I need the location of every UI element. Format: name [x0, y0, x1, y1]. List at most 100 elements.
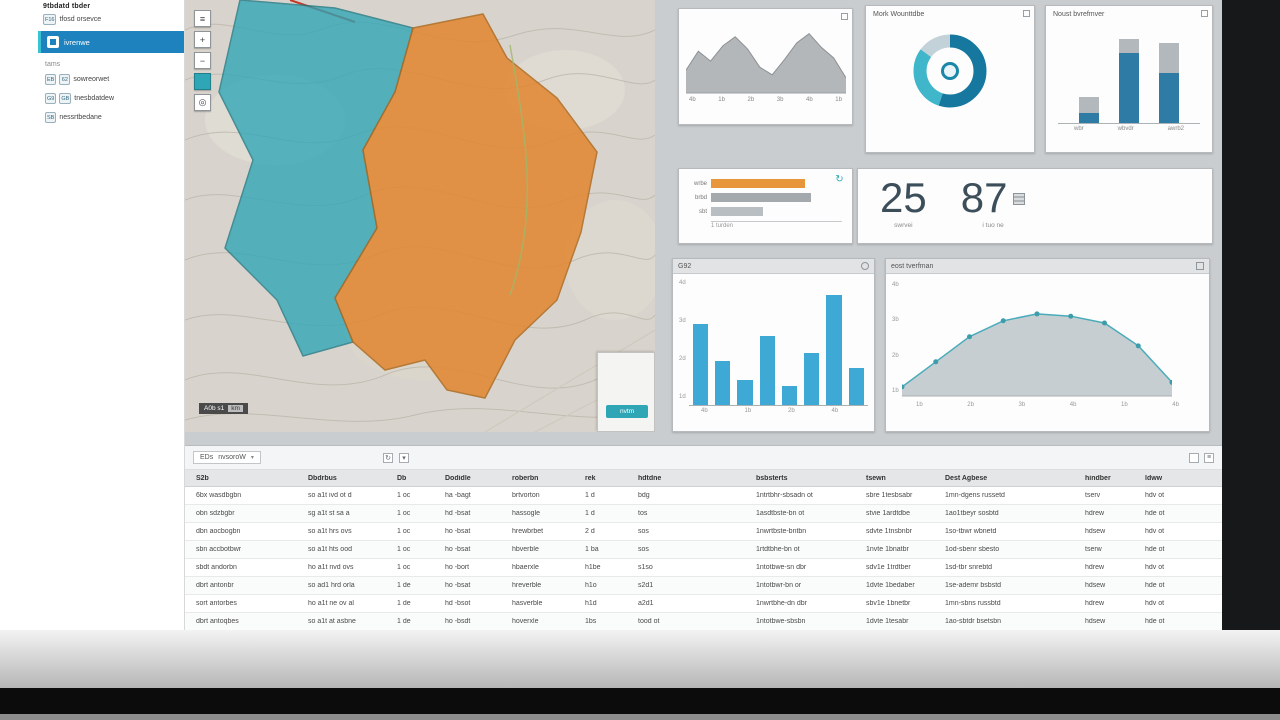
dashboard-icon	[47, 36, 59, 48]
zoom-in-icon[interactable]: +	[194, 31, 211, 48]
kpi-label: i tuo ne	[982, 222, 1004, 229]
sidebar-item-top[interactable]: F16 tfosd orsevce	[38, 11, 184, 28]
column-header[interactable]: bsbsterts	[756, 474, 788, 482]
cell: so a1t at asbne	[308, 618, 356, 625]
cell: sdvte 1tnsbnbr	[866, 528, 912, 535]
menu-icon[interactable]: ≡	[1204, 452, 1214, 463]
table-filter-dropdown[interactable]: EDs nvsoroW ▾	[193, 451, 261, 464]
monitor-base	[0, 714, 1280, 720]
filter-value: nvsoroW	[218, 454, 246, 461]
refresh-icon[interactable]: ↻	[835, 174, 844, 185]
expand-icon[interactable]	[1201, 10, 1208, 17]
column-header[interactable]: S2b	[196, 474, 209, 482]
table-row[interactable]: sort antorbes ho a1t ne ov al 1 de hd -bsot…	[185, 595, 1222, 613]
bar	[714, 361, 731, 405]
cell: ho a1t nvd ovs	[308, 564, 354, 571]
card-title: Mork Wounttdbe	[873, 11, 925, 18]
map-canvas[interactable]: ≡ + − ◎ A0b s1 km nvtm	[185, 0, 655, 432]
item-icon: EB	[45, 74, 57, 85]
axis-label: 4b	[689, 97, 696, 103]
cell: hoverxle	[512, 618, 539, 625]
table-row[interactable]: dbrt antoqbes so a1t at asbne 1 de ho -bsdt…	[185, 613, 1222, 631]
expand-icon[interactable]	[1189, 452, 1199, 463]
kpi-group: 25 swrvei 87 i tuo ne	[858, 169, 1212, 229]
column-header[interactable]: Dest Agbese	[945, 474, 988, 482]
horizontal-bar-chart: wrbe brbd sbt	[679, 169, 852, 216]
cell: hde ot	[1145, 510, 1165, 517]
sidebar-item[interactable]: EB 62 sowreorwet	[38, 70, 184, 89]
line-chart-x-axis: 1b 2b 3b 4b 1b 4b	[886, 400, 1209, 408]
cell: sort antorbes	[196, 600, 237, 607]
axis-label: 4d	[679, 280, 686, 286]
sidebar-item[interactable]: SB nessrtbedane	[38, 108, 184, 127]
table-row[interactable]: sbdt andorbn ho a1t nvd ovs 1 oc ho -bort hb…	[185, 559, 1222, 577]
cell: sbre 1tesbsabr	[866, 492, 913, 499]
table-row[interactable]: sbn accbotbwr so a1t hts ood 1 oc ho -bsat h…	[185, 541, 1222, 559]
folder-icon: F16	[43, 14, 57, 25]
column-header[interactable]: rek	[585, 474, 596, 482]
column-header[interactable]: roberbn	[512, 474, 539, 482]
expand-icon[interactable]	[1196, 262, 1204, 270]
region-polygon-orange[interactable]	[334, 13, 598, 399]
bar-chart-y-axis: 4d 3d 2d 1d	[677, 280, 689, 400]
sidebar-item-selected[interactable]: ivrenwe	[38, 31, 184, 53]
zoom-out-icon[interactable]: −	[194, 52, 211, 69]
cell: 1ntotbwr-bn or	[756, 582, 802, 589]
cell: hassogle	[512, 510, 541, 517]
refresh-icon[interactable]: ↻	[383, 452, 393, 463]
axis-label: 1d	[679, 394, 686, 400]
kpi-value: 87	[960, 174, 1008, 221]
table-row[interactable]: obn sdzbgbr sg a1t st sa a 1 oc hd -bsat has…	[185, 505, 1222, 523]
column-header[interactable]: tsewn	[866, 474, 886, 482]
hbar	[711, 193, 811, 202]
cell: hdv ot	[1145, 492, 1165, 499]
cell: 1 de	[397, 618, 411, 625]
cell: hde ot	[1145, 582, 1165, 589]
cell: s2d1	[638, 582, 654, 589]
cell: hasverble	[512, 600, 543, 607]
expand-icon[interactable]	[841, 13, 848, 20]
column-header[interactable]: Dodidle	[445, 474, 471, 482]
axis-label: wbvdr	[1117, 126, 1134, 132]
axis-label: 4b	[701, 408, 708, 414]
column-header[interactable]: hdtdne	[638, 474, 662, 482]
layers-icon[interactable]: ≡	[194, 10, 211, 27]
area-chart-card: 4b 1b 2b 3b 4b 1b	[678, 8, 853, 125]
cell: 2 d	[585, 528, 595, 535]
table-row[interactable]: dbn aocbogbn so a1t hrs ovs 1 oc ho -bsat hr…	[185, 523, 1222, 541]
gear-icon[interactable]	[861, 262, 869, 270]
cell: hreverble	[512, 582, 542, 589]
cell: 1mn-dgens russetd	[945, 492, 1005, 499]
cell: h1d	[585, 600, 597, 607]
donut-chart-card: Mork Wounttdbe	[865, 5, 1035, 153]
locate-icon[interactable]: ◎	[194, 94, 211, 111]
cell: bdg	[638, 492, 650, 499]
expand-icon[interactable]	[1023, 10, 1030, 17]
filter-icon[interactable]: ▾	[399, 452, 409, 463]
axis-label: 1b	[1121, 402, 1128, 408]
item-icon: SB	[45, 112, 57, 123]
table-row[interactable]: 6bx wasdbgbn so a1t ivd ot d 1 oc ha -bagt b…	[185, 487, 1222, 505]
axis-label: 3d	[679, 318, 686, 324]
sidebar-items: EB 62 sowreorwet G9 GB tnesbdatdew SB nessrtbed…	[38, 70, 184, 127]
cell: 1 d	[585, 510, 595, 517]
column-header[interactable]: hindber	[1085, 474, 1111, 482]
cell: 1ntotbwe-sbsbn	[756, 618, 806, 625]
table-header-row: S2b Dbdrbus Db Dodidle roberbn rek hdtdne bsbst…	[185, 470, 1222, 487]
stacked-bar	[1079, 97, 1099, 123]
cell: dbrt antonbr	[196, 582, 234, 589]
line-chart-y-axis: 4b 3b 2b 1b	[890, 282, 902, 394]
column-header[interactable]: Db	[397, 474, 407, 482]
column-header[interactable]: Dbdrbus	[308, 474, 337, 482]
bar	[848, 367, 865, 405]
cell: 1ao1tbeyr sosbtd	[945, 510, 999, 517]
map-toolbar: ≡ + − ◎	[194, 10, 211, 111]
table-body: 6bx wasdbgbn so a1t ivd ot d 1 oc ha -bagt b…	[185, 487, 1222, 631]
cell: h1be	[585, 564, 601, 571]
table-row[interactable]: dbrt antonbr so ad1 hrd orla 1 de ho -bsat h…	[185, 577, 1222, 595]
basemap-icon[interactable]	[194, 73, 211, 90]
map-action-button[interactable]: nvtm	[606, 405, 648, 418]
axis-label	[806, 408, 821, 414]
column-header[interactable]: ldww	[1145, 474, 1163, 482]
sidebar-item[interactable]: G9 GB tnesbdatdew	[38, 89, 184, 108]
